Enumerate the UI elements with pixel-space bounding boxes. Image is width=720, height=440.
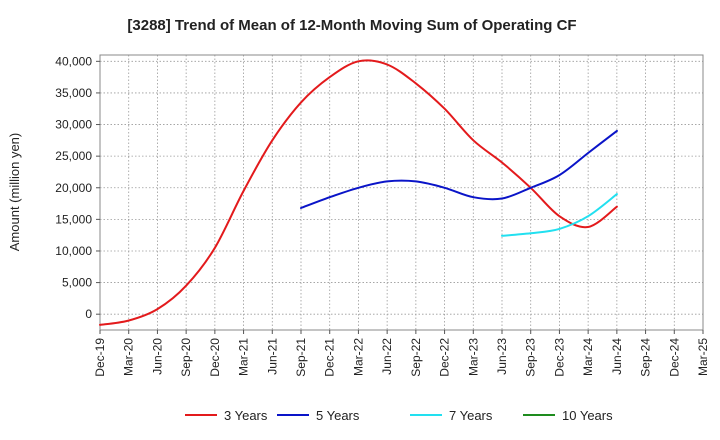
x-tick-label: Sep-22 [409,338,423,377]
x-tick-label: Sep-21 [294,338,308,377]
x-tick-label: Jun-23 [495,338,509,375]
y-tick-label: 15,000 [55,212,92,226]
y-tick-label: 40,000 [55,54,92,68]
x-tick-label: Jun-20 [150,338,164,375]
chart-title: [3288] Trend of Mean of 12-Month Moving … [127,17,576,34]
y-tick-label: 35,000 [55,86,92,100]
x-tick-label: Mar-25 [696,338,710,376]
x-tick-label: Jun-21 [265,338,279,375]
y-tick-label: 0 [85,307,92,321]
legend-label-5-years: 5 Years [316,408,360,423]
x-tick-label: Dec-22 [438,338,452,377]
legend: 3 Years 5 Years 7 Years 10 Years [185,408,613,423]
x-tick-label: Dec-19 [93,338,107,377]
series-line-5-years [300,129,618,209]
x-axis-ticks: Dec-19 Mar-20 Jun-20 Sep-20 Dec-20 Mar-21 Jun-… [93,330,710,377]
x-tick-label: Mar-22 [351,338,365,376]
legend-label-3-years: 3 Years [224,408,268,423]
x-tick-label: Mar-23 [466,338,480,376]
x-tick-label: Mar-24 [581,338,595,376]
x-tick-label: Dec-21 [323,338,337,377]
series-line-7-years [501,193,618,237]
y-axis-label: Amount (million yen) [7,133,22,252]
grid [99,55,704,330]
x-tick-label: Mar-21 [237,338,251,376]
x-tick-label: Jun-24 [610,338,624,375]
legend-label-7-years: 7 Years [449,408,493,423]
y-tick-label: 10,000 [55,244,92,258]
x-tick-label: Dec-23 [552,338,566,377]
plot-area-border [99,54,704,331]
x-tick-label: Sep-20 [179,338,193,377]
x-tick-label: Dec-20 [208,338,222,377]
y-axis-ticks: 0 5,000 10,000 15,000 20,000 25,000 30,000 35,0… [55,54,100,321]
legend-label-10-years: 10 Years [562,408,613,423]
y-tick-label: 5,000 [62,276,92,290]
y-tick-label: 30,000 [55,118,92,132]
y-tick-label: 20,000 [55,181,92,195]
x-tick-label: Mar-20 [122,338,136,376]
series-lines [99,59,618,326]
x-tick-label: Sep-23 [524,338,538,377]
y-tick-label: 25,000 [55,149,92,163]
x-tick-label: Dec-24 [667,338,681,377]
x-tick-label: Jun-22 [380,338,394,375]
x-tick-label: Sep-24 [639,338,653,377]
